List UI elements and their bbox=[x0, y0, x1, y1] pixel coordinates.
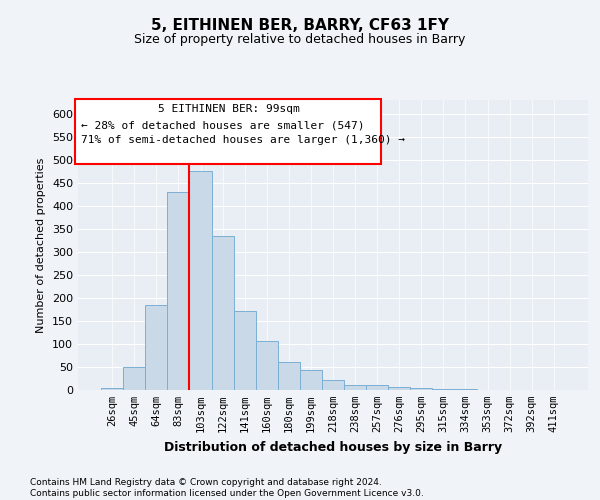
Bar bbox=[344, 386, 366, 390]
Bar bbox=[190, 172, 212, 390]
Text: 5 EITHINEN BER: 99sqm: 5 EITHINEN BER: 99sqm bbox=[158, 104, 299, 114]
Text: 71% of semi-detached houses are larger (1,360) →: 71% of semi-detached houses are larger (… bbox=[82, 135, 406, 145]
Bar bbox=[101, 388, 123, 390]
Bar bbox=[278, 362, 300, 390]
Y-axis label: Number of detached properties: Number of detached properties bbox=[37, 158, 46, 332]
X-axis label: Distribution of detached houses by size in Barry: Distribution of detached houses by size … bbox=[164, 440, 502, 454]
Bar bbox=[212, 236, 233, 390]
Bar bbox=[300, 370, 322, 390]
Bar bbox=[322, 380, 344, 390]
Text: ← 28% of detached houses are smaller (547): ← 28% of detached houses are smaller (54… bbox=[82, 120, 365, 130]
Bar bbox=[167, 192, 190, 390]
Bar bbox=[454, 389, 476, 390]
Bar bbox=[233, 311, 256, 390]
Text: Size of property relative to detached houses in Barry: Size of property relative to detached ho… bbox=[134, 32, 466, 46]
Bar bbox=[433, 388, 454, 390]
Bar bbox=[388, 387, 410, 390]
Bar bbox=[410, 388, 433, 390]
Text: Contains HM Land Registry data © Crown copyright and database right 2024.
Contai: Contains HM Land Registry data © Crown c… bbox=[30, 478, 424, 498]
Text: 5, EITHINEN BER, BARRY, CF63 1FY: 5, EITHINEN BER, BARRY, CF63 1FY bbox=[151, 18, 449, 32]
Bar bbox=[256, 340, 278, 390]
Bar bbox=[145, 305, 167, 390]
Bar bbox=[366, 386, 388, 390]
Bar bbox=[123, 367, 145, 390]
